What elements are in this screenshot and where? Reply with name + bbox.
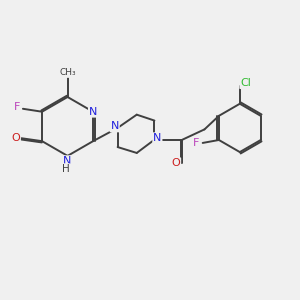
Text: Cl: Cl [240, 78, 251, 88]
Text: H: H [62, 164, 70, 174]
Text: N: N [63, 156, 72, 166]
Text: F: F [14, 102, 20, 112]
Text: CH₃: CH₃ [60, 68, 76, 77]
Text: O: O [172, 158, 180, 168]
Text: N: N [110, 122, 119, 131]
Text: O: O [11, 133, 20, 143]
Text: F: F [193, 138, 200, 148]
Text: N: N [153, 133, 161, 143]
Text: N: N [89, 107, 97, 117]
